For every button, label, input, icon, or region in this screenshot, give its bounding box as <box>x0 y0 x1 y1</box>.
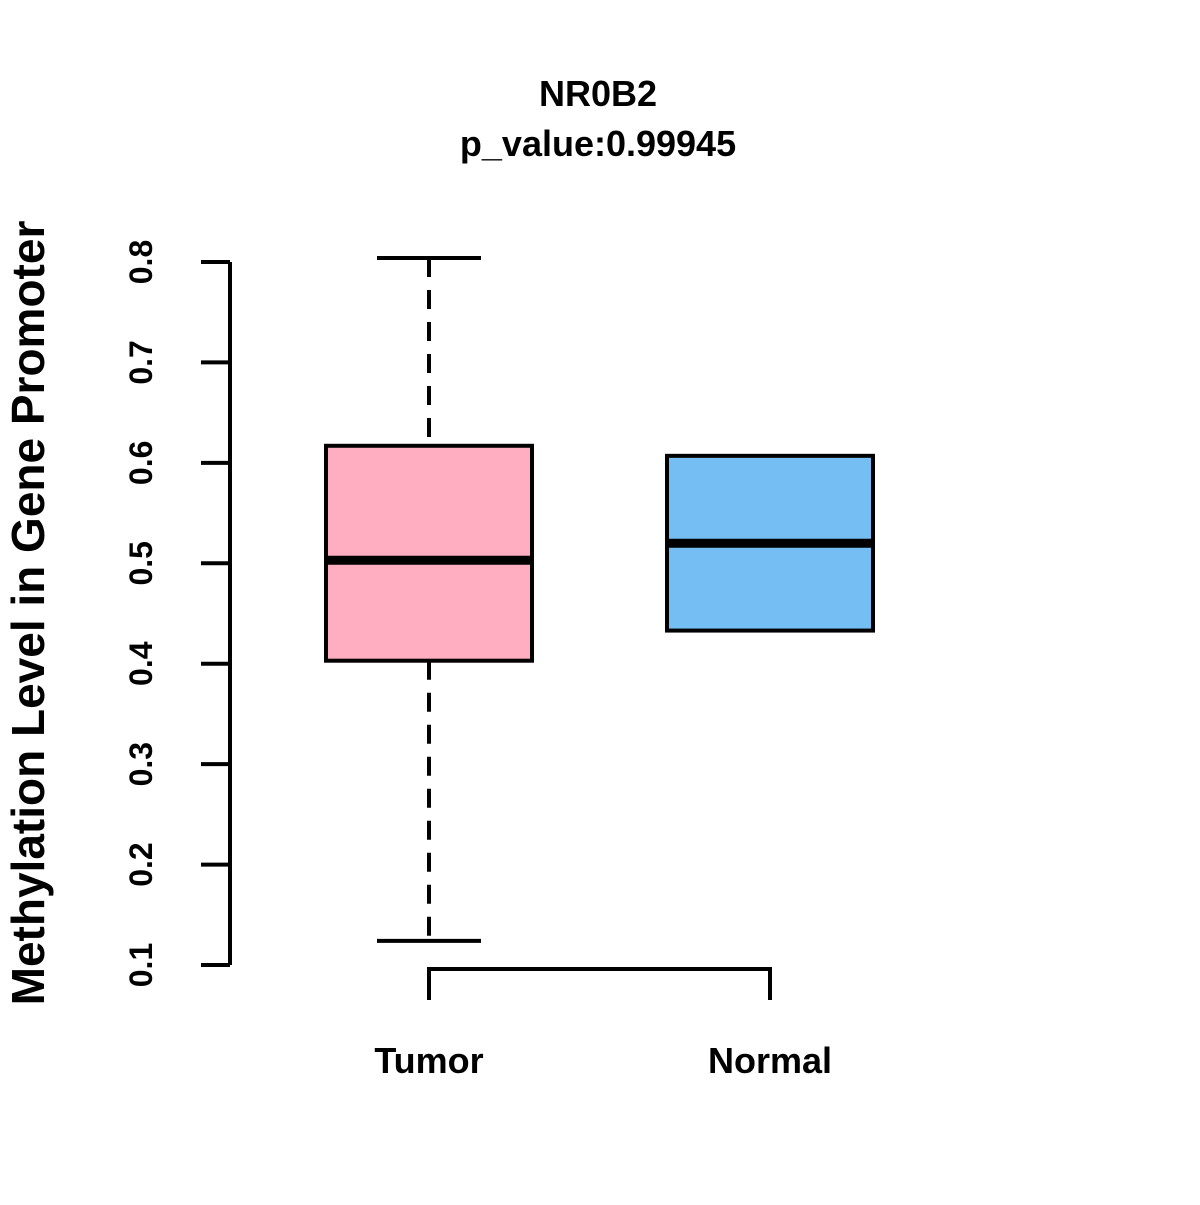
chart-subtitle: p_value:0.99945 <box>460 123 736 164</box>
y-axis-title: Methylation Level in Gene Promoter <box>2 221 54 1006</box>
y-tick-label: 0.4 <box>123 641 159 686</box>
y-tick-label: 0.1 <box>123 943 159 987</box>
x-axis-bracket <box>427 967 772 1000</box>
box-tumor <box>324 443 534 663</box>
chart-title: NR0B2 <box>539 73 657 114</box>
category-label-tumor: Tumor <box>374 1040 483 1081</box>
y-tick-label: 0.2 <box>123 842 159 886</box>
y-tick-label: 0.7 <box>123 340 159 384</box>
category-label-normal: Normal <box>708 1040 832 1081</box>
y-tick-label: 0.5 <box>123 541 159 585</box>
plot-area: 0.1 0.2 0.3 0.4 0.5 0.6 0.7 0.8 Tumor Normal <box>123 240 875 1081</box>
y-tick-label: 0.6 <box>123 441 159 485</box>
y-tick-label: 0.8 <box>123 240 159 284</box>
y-tick-label: 0.3 <box>123 742 159 786</box>
